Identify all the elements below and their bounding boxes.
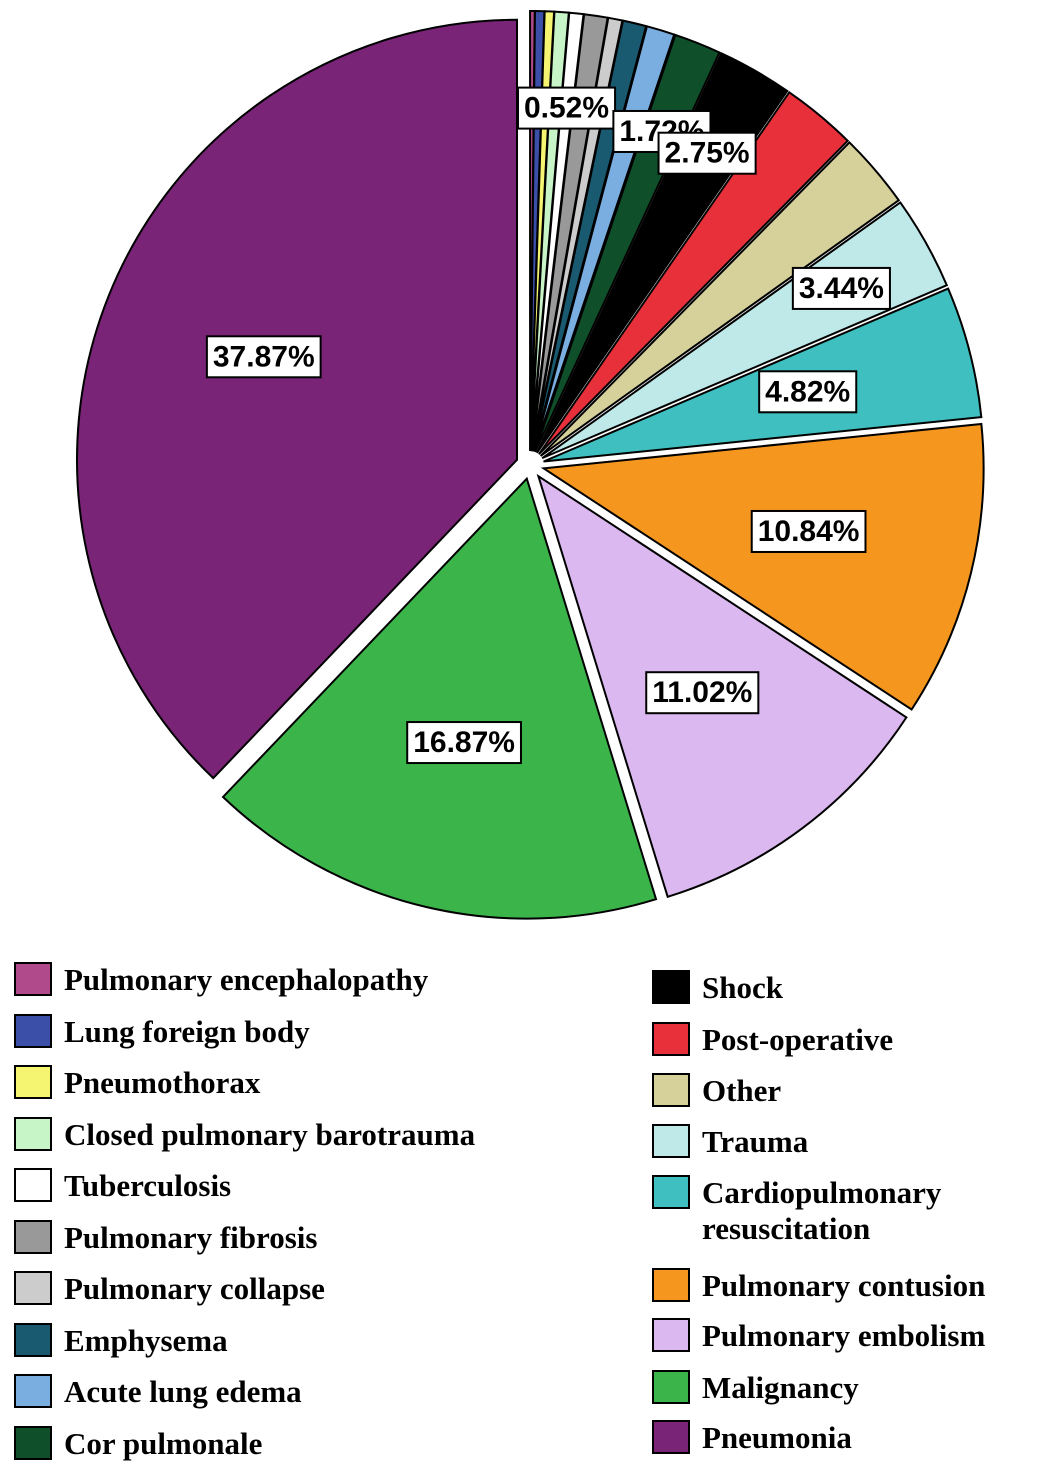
- legend-label: Shock: [702, 970, 783, 1005]
- legend-swatch: [14, 1271, 52, 1305]
- pie-slice: [539, 141, 901, 457]
- pie-slice: [540, 422, 985, 711]
- data-label-box: [516, 86, 617, 130]
- data-label-text: 0.52%: [524, 92, 609, 125]
- legend-swatch: [652, 1022, 690, 1056]
- legend-item: Pulmonary contusion: [652, 1268, 1057, 1304]
- legend-swatch: [14, 962, 52, 996]
- legend-item: Cor pulmonale: [14, 1425, 634, 1462]
- data-label-text: 3.44%: [799, 272, 884, 305]
- data-label-box: [406, 721, 522, 765]
- legend-label: Pulmonary contusion: [702, 1268, 986, 1303]
- legend-label: Trauma: [702, 1124, 809, 1159]
- data-label: 2.75%: [657, 131, 757, 175]
- legend-item: Emphysema: [14, 1322, 634, 1359]
- data-label: 0.52%: [516, 86, 617, 130]
- data-label-text: 11.02%: [652, 676, 752, 709]
- data-label-box: [791, 266, 891, 310]
- data-label: 4.82%: [758, 370, 858, 414]
- pie-slice: [221, 476, 658, 920]
- data-label-text: 10.84%: [758, 515, 860, 548]
- legend-label: Post-operative: [702, 1022, 894, 1057]
- legend-label: Pneumothorax: [64, 1065, 261, 1100]
- legend-item: Pneumothorax: [14, 1065, 634, 1101]
- data-label-text: 16.87%: [413, 726, 515, 759]
- legend-swatch: [14, 1065, 52, 1099]
- legend-item: Cardiopulmonary resuscitation: [652, 1175, 1057, 1247]
- legend-label: Pulmonary encephalopathy: [64, 962, 429, 997]
- data-label-box: [758, 370, 858, 414]
- data-label: 10.84%: [750, 509, 867, 553]
- legend-swatch: [14, 1013, 52, 1048]
- legend-swatch: [652, 1370, 690, 1404]
- legend-item: Post-operative: [652, 1022, 1057, 1058]
- pie-slice: [538, 90, 850, 455]
- legend-item: Acute lung edema: [14, 1374, 634, 1410]
- legend-label: Other: [702, 1073, 782, 1108]
- legend-label: Pulmonary fibrosis: [64, 1219, 318, 1255]
- legend-swatch: [14, 1374, 52, 1408]
- data-label: 3.44%: [791, 266, 891, 310]
- legend-swatch: [14, 1116, 52, 1151]
- legend-label: Cardiopulmonary resuscitation: [702, 1175, 942, 1246]
- legend-swatch: [652, 1420, 690, 1454]
- legend-swatch: [14, 1322, 52, 1357]
- pie-slice: [541, 201, 949, 460]
- legend-label: Closed pulmonary barotrauma: [64, 1116, 476, 1152]
- legend-item: Pneumonia: [652, 1420, 1057, 1456]
- chart: 0.52%1.72%2.75%3.44%4.82%10.84%11.02%16.…: [76, 10, 985, 920]
- legend-swatch: [14, 1168, 52, 1202]
- data-label-text: 4.82%: [765, 375, 850, 408]
- legend-swatch: [14, 1219, 52, 1254]
- pie-slice: [76, 18, 519, 780]
- legend-label: Acute lung edema: [64, 1374, 302, 1409]
- legend-item: Shock: [652, 970, 1057, 1006]
- data-label-box: [645, 671, 760, 715]
- data-label-text: 2.75%: [665, 137, 750, 170]
- legend-item: Trauma: [652, 1124, 1057, 1160]
- legend-label: Cor pulmonale: [64, 1425, 263, 1461]
- legend-swatch: [652, 1318, 690, 1352]
- data-label: 37.87%: [205, 335, 322, 379]
- legend-label: Lung foreign body: [64, 1013, 310, 1049]
- legend-item: Pulmonary embolism: [652, 1318, 1057, 1354]
- legend-swatch: [652, 970, 690, 1004]
- data-label-text: 37.87%: [213, 340, 315, 373]
- legend-swatch: [14, 1425, 52, 1460]
- legend-swatch: [652, 1175, 690, 1209]
- legend-item: Other: [652, 1073, 1057, 1109]
- legend-swatch: [652, 1268, 690, 1302]
- legend-swatch: [652, 1073, 690, 1107]
- data-label-box: [657, 131, 757, 175]
- legend-label: Tuberculosis: [64, 1168, 232, 1203]
- legend-item: Tuberculosis: [14, 1168, 634, 1204]
- legend-item: Lung foreign body: [14, 1013, 634, 1050]
- legend-item: Malignancy: [652, 1370, 1057, 1406]
- legend-item: Pulmonary encephalopathy: [14, 962, 634, 998]
- legend-item: Pulmonary collapse: [14, 1271, 634, 1307]
- legend-label: Pneumonia: [702, 1420, 852, 1455]
- legend-item: Pulmonary fibrosis: [14, 1219, 634, 1256]
- data-label: 16.87%: [406, 721, 522, 765]
- legend-label: Malignancy: [702, 1370, 859, 1405]
- legend-label: Emphysema: [64, 1322, 228, 1358]
- legend-item: Closed pulmonary barotrauma: [14, 1116, 634, 1153]
- data-label: 11.02%: [645, 671, 760, 715]
- legend-label: Pulmonary collapse: [64, 1271, 325, 1306]
- legend-swatch: [652, 1124, 690, 1158]
- data-label-box: [205, 335, 322, 379]
- legend-label: Pulmonary embolism: [702, 1318, 986, 1353]
- data-label-box: [750, 509, 867, 553]
